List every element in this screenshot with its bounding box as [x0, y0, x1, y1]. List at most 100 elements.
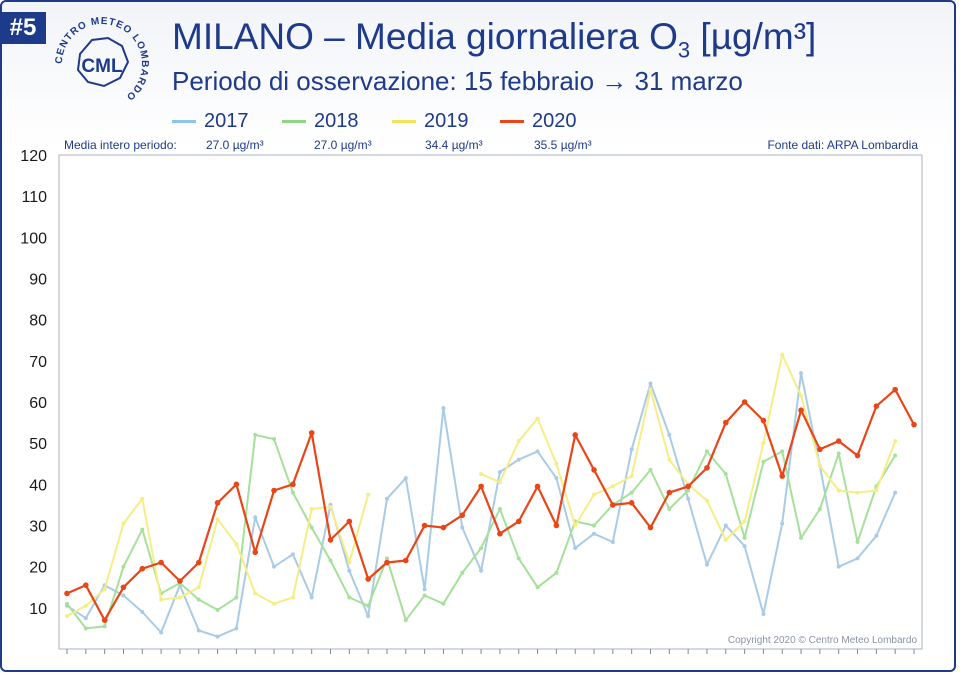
data-point-2018 — [761, 459, 766, 464]
data-point-2019 — [742, 519, 747, 524]
data-point-2018 — [479, 546, 484, 551]
data-point-2019 — [215, 517, 220, 522]
data-point-2020 — [666, 489, 673, 496]
data-point-2019 — [573, 523, 578, 528]
data-point-2020 — [139, 565, 146, 572]
data-point-2018 — [403, 618, 408, 623]
legend-swatch-2019 — [392, 120, 416, 123]
chart-title: MILANO – Media giornaliera O3 [µg/m³] — [172, 16, 816, 63]
data-point-2020 — [440, 524, 447, 531]
data-point-2019 — [309, 507, 314, 512]
chart-subtitle: Periodo di osservazione: 15 febbraio → 3… — [172, 66, 743, 96]
data-point-2019 — [648, 387, 653, 392]
data-point-2019 — [272, 601, 277, 606]
data-point-2019 — [140, 496, 145, 501]
data-point-2018 — [83, 626, 88, 631]
legend-item-2017: 2017 — [172, 110, 249, 133]
data-point-2019 — [836, 488, 841, 493]
data-point-2018 — [272, 437, 277, 442]
logo-initials: CML — [81, 56, 123, 77]
data-point-2020 — [384, 559, 390, 566]
data-point-2017 — [159, 630, 164, 635]
data-point-2020 — [515, 518, 522, 525]
data-point-2020 — [177, 578, 183, 584]
data-point-2018 — [686, 488, 691, 493]
legend-item-2019: 2019 — [392, 110, 469, 133]
data-point-2019 — [328, 504, 333, 509]
title-unit: [µg/m³] — [690, 16, 817, 57]
y-tick-label: 70 — [29, 354, 47, 371]
data-point-2020 — [534, 483, 541, 490]
data-point-2017 — [554, 476, 559, 481]
data-point-2017 — [366, 614, 371, 619]
data-point-2017 — [874, 533, 879, 538]
data-point-2020 — [911, 421, 917, 428]
data-point-2020 — [497, 530, 503, 537]
data-point-2017 — [384, 496, 389, 501]
data-point-2020 — [798, 407, 804, 414]
y-tick-label: 40 — [29, 477, 47, 494]
data-point-2019 — [290, 595, 295, 600]
data-point-2020 — [610, 502, 616, 508]
legend-swatch-2018 — [282, 120, 306, 123]
data-point-2017 — [121, 593, 126, 598]
data-point-2020 — [290, 481, 296, 488]
legend-swatch-2020 — [500, 120, 524, 123]
data-point-2020 — [647, 524, 654, 531]
region-outline-icon — [76, 36, 130, 88]
data-point-2019 — [366, 492, 371, 497]
series-2017 — [65, 371, 898, 639]
series-2018 — [65, 432, 898, 631]
y-tick-label: 80 — [29, 313, 47, 330]
data-point-2019 — [610, 484, 615, 489]
data-point-2018 — [817, 507, 822, 512]
data-point-2020 — [195, 559, 202, 566]
data-point-2018 — [893, 453, 898, 458]
legend-label-2017: 2017 — [204, 110, 249, 132]
data-point-2017 — [460, 525, 465, 530]
data-point-2019 — [347, 560, 352, 565]
data-point-2020 — [685, 483, 691, 490]
header-background — [2, 2, 954, 150]
data-point-2017 — [704, 562, 709, 567]
data-point-2018 — [140, 527, 145, 532]
data-point-2017 — [290, 552, 295, 557]
data-point-2017 — [403, 476, 408, 481]
data-point-2018 — [497, 507, 502, 512]
data-point-2020 — [101, 617, 108, 623]
cml-logo: CML CENTRO METEO LOMBARDO — [54, 16, 149, 103]
data-point-2017 — [535, 449, 540, 454]
data-point-2017 — [309, 595, 314, 600]
data-point-2020 — [704, 465, 710, 471]
data-point-2018 — [629, 490, 634, 495]
data-point-2018 — [215, 607, 220, 612]
data-point-2019 — [723, 537, 728, 542]
data-point-2020 — [214, 500, 221, 506]
data-point-2019 — [196, 585, 201, 590]
period-mean-label: Media intero periodo: — [64, 138, 177, 152]
data-point-2019 — [780, 352, 785, 357]
data-point-2019 — [629, 474, 634, 479]
data-point-2020 — [572, 432, 578, 438]
data-point-2018 — [516, 556, 521, 561]
data-point-2019 — [704, 498, 709, 503]
data-point-2017 — [761, 612, 766, 617]
mean-2020: 35.5 µg/m³ — [534, 138, 592, 152]
data-point-2018 — [648, 467, 653, 472]
title-subscript: 3 — [677, 37, 691, 63]
data-point-2017 — [253, 515, 258, 520]
data-point-2019 — [497, 480, 502, 485]
data-point-2019 — [516, 439, 521, 444]
data-point-2018 — [592, 523, 597, 528]
data-point-2018 — [554, 570, 559, 575]
data-point-2020 — [327, 537, 334, 543]
data-point-2019 — [535, 416, 540, 421]
data-point-2020 — [854, 452, 861, 459]
data-point-2020 — [892, 386, 898, 393]
data-point-2017 — [799, 371, 804, 376]
y-tick-label: 100 — [20, 230, 47, 247]
data-point-2018 — [780, 449, 785, 454]
y-tick-label: 30 — [29, 519, 47, 536]
data-point-2017 — [667, 432, 672, 437]
